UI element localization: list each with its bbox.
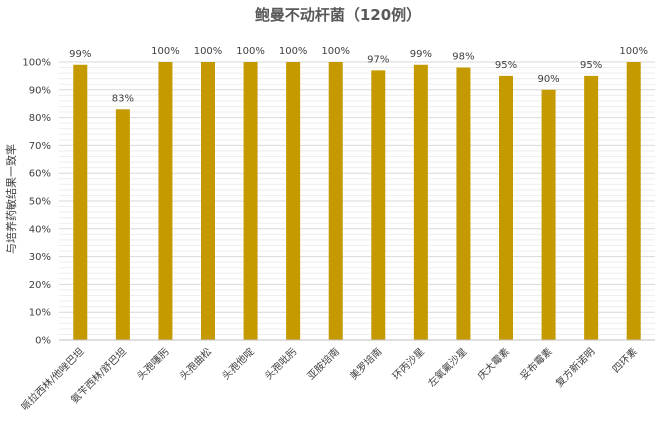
data-label: 100% <box>236 46 265 57</box>
y-tick-label: 10% <box>29 308 51 319</box>
data-label: 98% <box>452 52 474 63</box>
x-tick-label: 头孢噻肟 <box>134 345 171 382</box>
y-tick-label: 70% <box>29 141 51 152</box>
bar <box>328 62 343 340</box>
data-label: 100% <box>279 46 308 57</box>
bar <box>286 62 301 340</box>
gridlines <box>59 61 655 341</box>
data-label: 100% <box>321 46 350 57</box>
y-tick-label: 0% <box>35 336 51 347</box>
y-tick-label: 30% <box>29 252 51 263</box>
bar <box>456 67 471 340</box>
bar <box>115 109 130 340</box>
bars <box>73 62 641 341</box>
y-axis-label: 与培养药敏结果一致率 <box>4 144 18 254</box>
x-tick-label: 美罗培南 <box>347 345 384 382</box>
y-tick-label: 80% <box>29 113 51 124</box>
data-label: 100% <box>194 46 223 57</box>
y-tick-label: 40% <box>29 224 51 235</box>
y-tick-label: 60% <box>29 169 51 180</box>
bar <box>201 62 215 340</box>
x-tick-label: 头孢曲松 <box>177 345 214 382</box>
data-label: 99% <box>410 49 432 60</box>
y-tick-label: 20% <box>29 280 51 291</box>
bar <box>158 62 173 340</box>
data-label: 95% <box>495 60 517 71</box>
y-tick-label: 100% <box>22 58 51 69</box>
data-label: 100% <box>151 46 180 57</box>
data-label: 83% <box>112 93 134 104</box>
bar <box>499 75 513 341</box>
x-tick-label: 妥布霉素 <box>517 345 554 382</box>
bar <box>371 70 386 340</box>
data-label: 95% <box>580 60 602 71</box>
x-tick-label: 复方新诺明 <box>553 345 598 390</box>
x-tick-label: 头孢吡肟 <box>262 346 299 383</box>
bar <box>541 89 556 340</box>
x-tick-label: 头孢他啶 <box>219 345 256 382</box>
bar <box>243 62 258 340</box>
bar <box>584 75 599 341</box>
data-label: 97% <box>367 54 389 65</box>
bar <box>413 64 428 340</box>
x-tick-label: 庆大霉素 <box>475 345 512 382</box>
chart-title: 鲍曼不动杆菌（120例） <box>255 6 421 24</box>
x-tick-label: 亚胺培南 <box>304 345 341 382</box>
y-tick-label: 50% <box>29 197 51 208</box>
data-label: 99% <box>69 49 91 60</box>
data-label: 90% <box>537 74 559 85</box>
y-tick-labels: 0% 10% 20% 30% 40% 50% 60% 70% 80% 90% 100% <box>22 58 51 347</box>
bar <box>626 62 641 340</box>
x-tick-label: 环丙沙星 <box>390 346 427 383</box>
y-tick-label: 90% <box>29 85 51 96</box>
bar <box>73 64 88 340</box>
x-tick-label: 四环素 <box>609 345 639 375</box>
data-labels: 99% 83% 100% 100% 100% 100% 100% 97% 99% 98% 95% 90… <box>69 46 648 104</box>
data-label: 100% <box>619 46 648 57</box>
x-tick-label: 左氧氟沙星 <box>425 345 470 390</box>
